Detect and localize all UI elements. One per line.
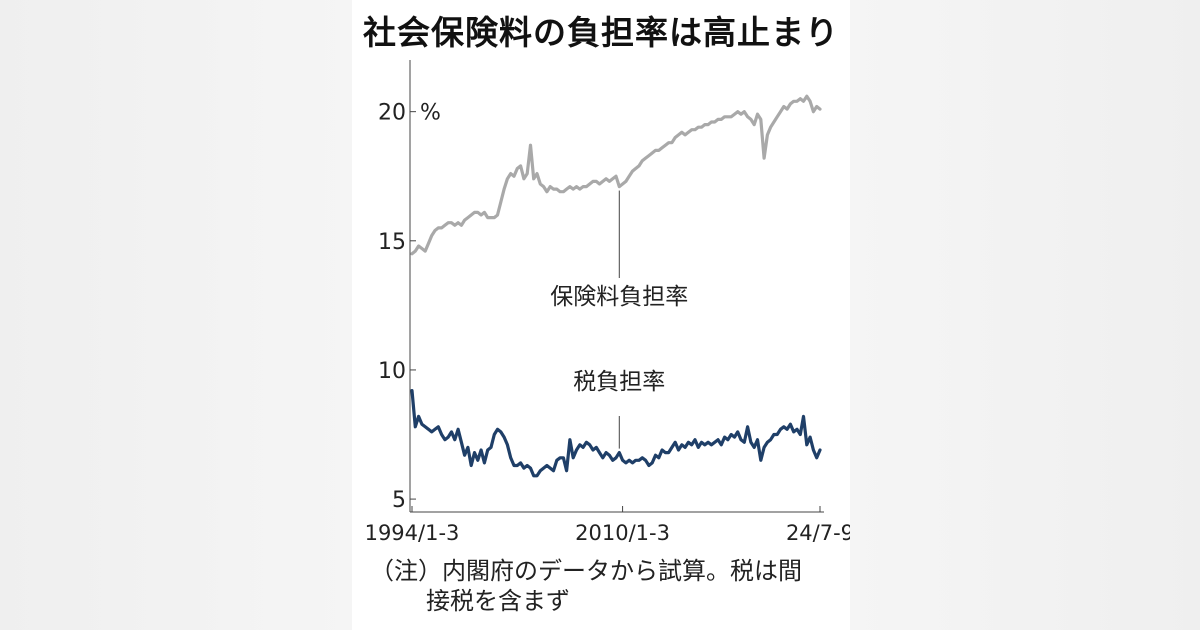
series-line-0 [410, 94, 822, 256]
x-tick-label-0: 1994/1-3 [365, 521, 460, 545]
chart-note: （注）内閣府のデータから試算。税は間 接税を含まず [370, 556, 840, 616]
series-label-tax: 税負担率 [573, 369, 665, 395]
note-line-2: 接税を含まず [426, 587, 570, 615]
x-tick-label-1: 2010/1-3 [575, 521, 670, 545]
x-tick-label-2: 24/7-9 [786, 521, 850, 545]
note-line-1: （注）内閣府のデータから試算。税は間 [370, 557, 802, 585]
background-right [850, 0, 1200, 630]
background-left [0, 0, 352, 630]
series-line-1 [410, 389, 822, 478]
series-label-insurance: 保険料負担率 [550, 284, 688, 310]
y-tick-label-20: 20 [378, 101, 406, 126]
y-tick-label-10: 10 [378, 359, 406, 384]
line-chart: 5 10 15 20 % 1994/1-3 2010/1-3 24/7-9 保険料負担率税負担… [365, 60, 850, 545]
y-unit-label: % [420, 101, 441, 126]
chart-panel: 社会保険料の負担率は高止まり 5 10 15 20% 1994/1-3 2010/1-3 2… [352, 0, 850, 630]
chart-title: 社会保険料の負担率は高止まり [363, 13, 839, 52]
y-tick-label-5: 5 [392, 488, 406, 513]
y-tick-label-15: 15 [378, 230, 406, 255]
